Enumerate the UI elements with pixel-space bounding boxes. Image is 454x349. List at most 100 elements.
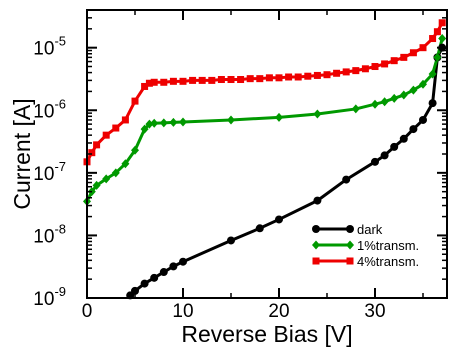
data-point-4-transm	[294, 73, 302, 81]
y-tick-label: 10-5	[33, 34, 66, 60]
data-point-4-transm	[145, 79, 153, 87]
data-point-1-transm	[92, 180, 101, 190]
x-axis-title: Reverse Bias [V]	[181, 321, 352, 347]
y-tick-label: 10-8	[33, 221, 66, 247]
data-point-4-transm	[131, 97, 139, 105]
data-point-1-transm	[102, 174, 111, 184]
data-point-dark	[179, 257, 187, 266]
data-point-4-transm	[390, 57, 398, 65]
data-point-1-transm	[438, 34, 447, 44]
data-point-4-transm	[361, 65, 369, 73]
legend-marker	[312, 257, 320, 265]
legend-item-4-transm: 4%transm.	[312, 254, 419, 269]
data-point-4-transm	[433, 28, 441, 36]
y-tick-label: 10-9	[33, 284, 66, 310]
data-point-dark	[159, 268, 168, 277]
data-point-dark	[371, 157, 379, 166]
data-point-dark	[255, 224, 264, 233]
data-point-dark	[428, 99, 437, 108]
data-point-4-transm	[121, 116, 129, 124]
data-point-4-transm	[112, 124, 120, 132]
legend-label: 1%transm.	[357, 238, 419, 253]
data-point-1-transm	[275, 112, 283, 122]
data-point-4-transm	[419, 44, 427, 52]
data-point-1-transm	[131, 145, 139, 155]
data-point-4-transm	[275, 74, 283, 82]
data-point-4-transm	[198, 76, 206, 84]
y-tick-label: 10-7	[33, 159, 66, 185]
data-point-4-transm	[265, 74, 273, 82]
legend-marker	[346, 257, 354, 265]
data-point-4-transm	[93, 141, 101, 149]
data-point-4-transm	[352, 67, 360, 75]
y-axis-ticks: 10-9 10-8 10-7 10-6 10-5	[33, 17, 447, 310]
data-point-4-transm	[189, 76, 197, 84]
data-point-4-transm	[429, 35, 437, 43]
plot-marks	[83, 19, 447, 300]
data-point-dark	[131, 286, 139, 295]
data-point-dark	[313, 196, 322, 205]
data-point-4-transm	[342, 68, 350, 76]
data-point-dark	[380, 151, 389, 160]
data-point-1-transm	[409, 85, 418, 95]
data-point-1-transm	[313, 109, 322, 119]
legend-item-dark: dark	[312, 222, 383, 237]
data-point-1-transm	[380, 97, 389, 107]
data-point-1-transm	[145, 119, 154, 129]
data-point-1-transm	[179, 117, 187, 127]
data-point-1-transm	[140, 124, 149, 134]
data-point-1-transm	[419, 79, 427, 89]
legend-label: dark	[357, 222, 383, 237]
x-tick-label: 0	[82, 301, 93, 322]
data-point-dark	[409, 125, 418, 134]
data-point-4-transm	[88, 149, 96, 157]
data-point-dark	[275, 215, 283, 224]
data-point-dark	[169, 262, 178, 271]
data-point-4-transm	[150, 78, 158, 86]
data-point-1-transm	[371, 99, 379, 109]
data-point-4-transm	[285, 73, 293, 81]
data-point-4-transm	[217, 76, 225, 84]
legend-marker	[346, 240, 354, 250]
data-point-1-transm	[433, 52, 442, 62]
legend-item-1-transm: 1%transm.	[312, 238, 419, 253]
data-point-4-transm	[246, 75, 254, 83]
data-point-1-transm	[227, 115, 235, 125]
data-point-4-transm	[400, 53, 408, 61]
data-point-1-transm	[399, 90, 408, 100]
data-point-4-transm	[208, 76, 216, 84]
data-point-4-transm	[438, 19, 446, 27]
data-point-4-transm	[179, 77, 187, 85]
data-point-dark	[227, 236, 235, 245]
data-point-1-transm	[169, 117, 178, 127]
data-point-dark	[150, 273, 159, 282]
data-point-1-transm	[159, 118, 168, 128]
data-point-1-transm	[150, 118, 159, 128]
x-tick-label: 20	[268, 301, 289, 322]
data-point-4-transm	[169, 77, 177, 85]
data-point-4-transm	[371, 63, 379, 71]
data-point-4-transm	[102, 131, 110, 139]
y-axis-title: Current [A]	[9, 98, 35, 209]
data-point-4-transm	[313, 71, 321, 79]
data-point-dark	[140, 279, 149, 288]
x-tick-label: 30	[364, 301, 385, 322]
data-point-4-transm	[256, 75, 264, 83]
legend-marker	[346, 225, 354, 233]
data-point-4-transm	[381, 60, 389, 68]
data-point-1-transm	[390, 93, 399, 103]
data-point-4-transm	[160, 78, 168, 86]
x-axis-ticks: 0 10 20 30	[82, 10, 424, 322]
data-point-4-transm	[333, 69, 341, 77]
data-point-4-transm	[237, 76, 245, 84]
data-point-1-transm	[428, 69, 437, 79]
data-point-4-transm	[409, 49, 417, 57]
data-point-dark	[390, 142, 399, 151]
legend-marker	[312, 225, 320, 233]
data-point-dark	[342, 175, 351, 184]
data-point-4-transm	[323, 71, 331, 79]
data-point-1-transm	[111, 168, 120, 178]
data-point-4-transm	[304, 72, 312, 80]
